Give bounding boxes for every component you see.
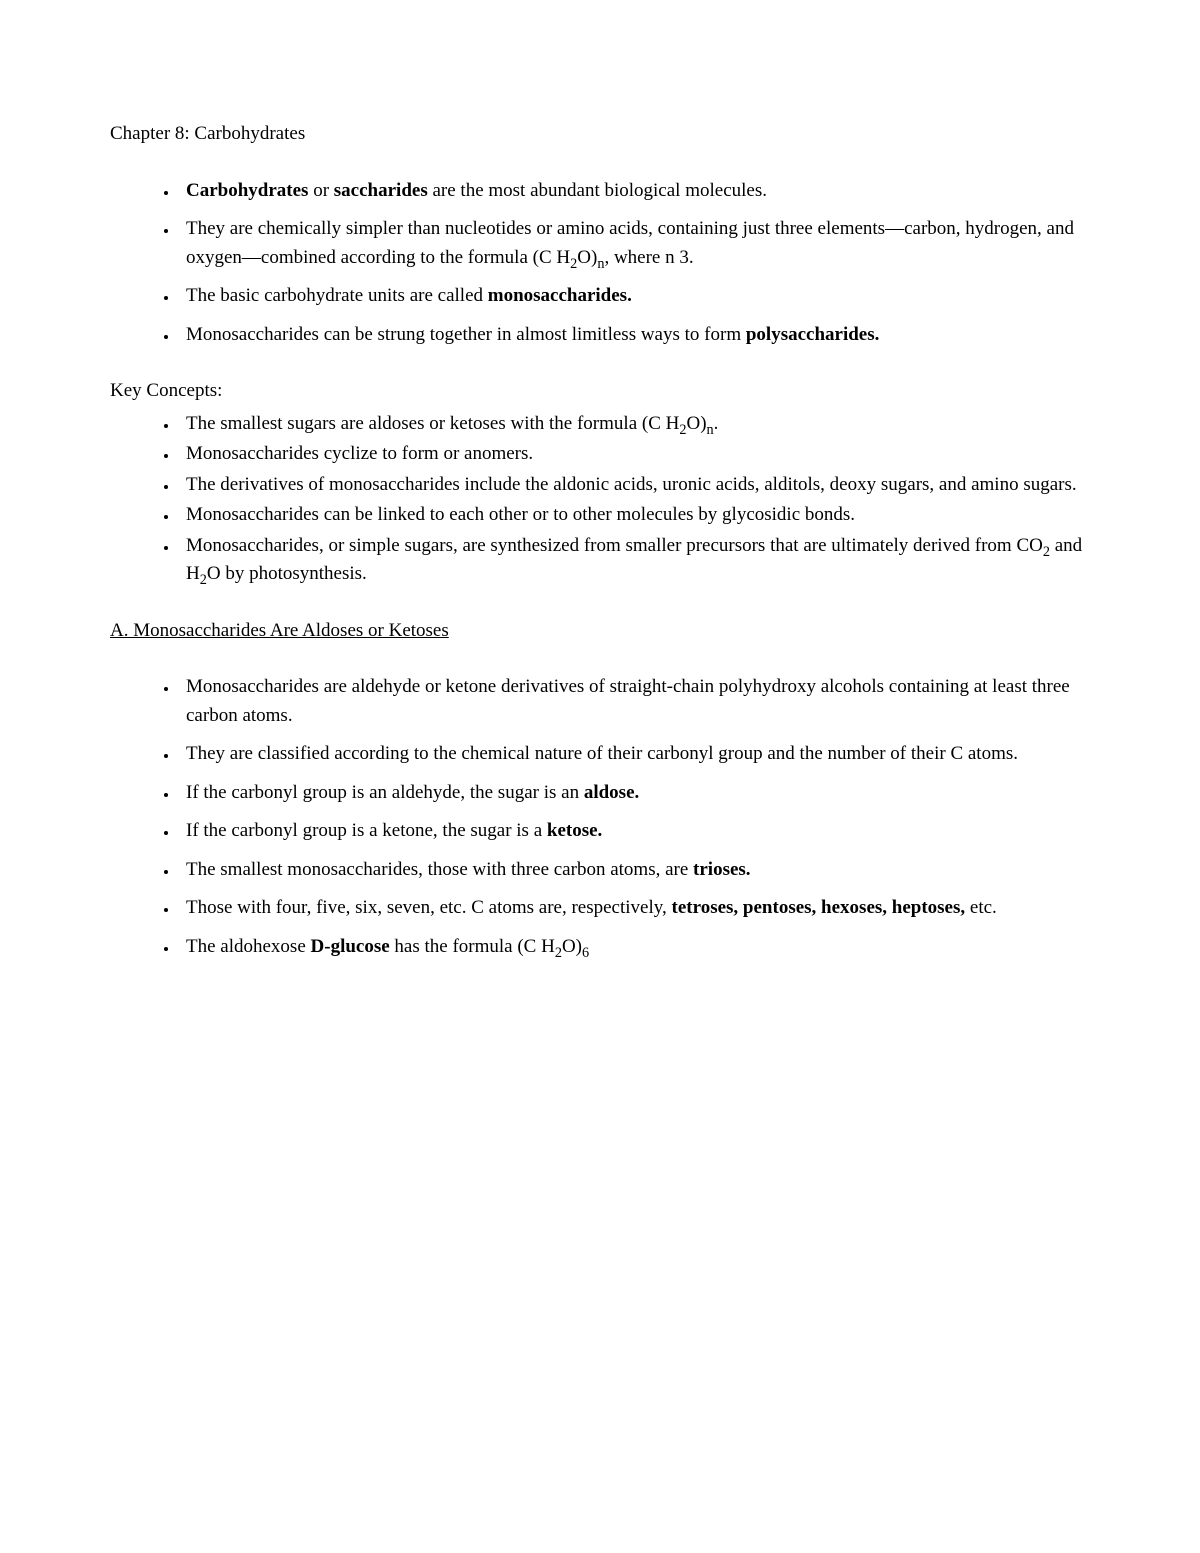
key-concept-item: Monosaccharides can be linked to each ot…	[178, 501, 1090, 530]
intro-bullet-list: Carbohydrates or saccharides are the mos…	[110, 177, 1090, 350]
section-a-item: If the carbonyl group is a ketone, the s…	[178, 817, 1090, 846]
key-concepts-list: The smallest sugars are aldoses or ketos…	[110, 410, 1090, 589]
key-concepts-heading: Key Concepts:	[110, 377, 1090, 406]
key-concept-item: Monosaccharides cyclize to form or anome…	[178, 440, 1090, 469]
key-concept-item: The smallest sugars are aldoses or ketos…	[178, 410, 1090, 439]
key-concept-item: The derivatives of monosaccharides inclu…	[178, 471, 1090, 500]
section-a-heading: A. Monosaccharides Are Aldoses or Ketose…	[110, 617, 1090, 646]
chapter-title: Chapter 8: Carbohydrates	[110, 120, 1090, 149]
key-concept-item: Monosaccharides, or simple sugars, are s…	[178, 532, 1090, 589]
section-a-list: Monosaccharides are aldehyde or ketone d…	[110, 673, 1090, 961]
section-a-item: Monosaccharides are aldehyde or ketone d…	[178, 673, 1090, 730]
intro-bullet-item: The basic carbohydrate units are called …	[178, 282, 1090, 311]
intro-bullet-item: Monosaccharides can be strung together i…	[178, 321, 1090, 350]
section-a-item: The smallest monosaccharides, those with…	[178, 856, 1090, 885]
section-a-item: Those with four, five, six, seven, etc. …	[178, 894, 1090, 923]
section-a-item: They are classified according to the che…	[178, 740, 1090, 769]
section-a-item: If the carbonyl group is an aldehyde, th…	[178, 779, 1090, 808]
intro-bullet-item: Carbohydrates or saccharides are the mos…	[178, 177, 1090, 206]
section-a-item: The aldohexose D-glucose has the formula…	[178, 933, 1090, 962]
intro-bullet-item: They are chemically simpler than nucleot…	[178, 215, 1090, 272]
